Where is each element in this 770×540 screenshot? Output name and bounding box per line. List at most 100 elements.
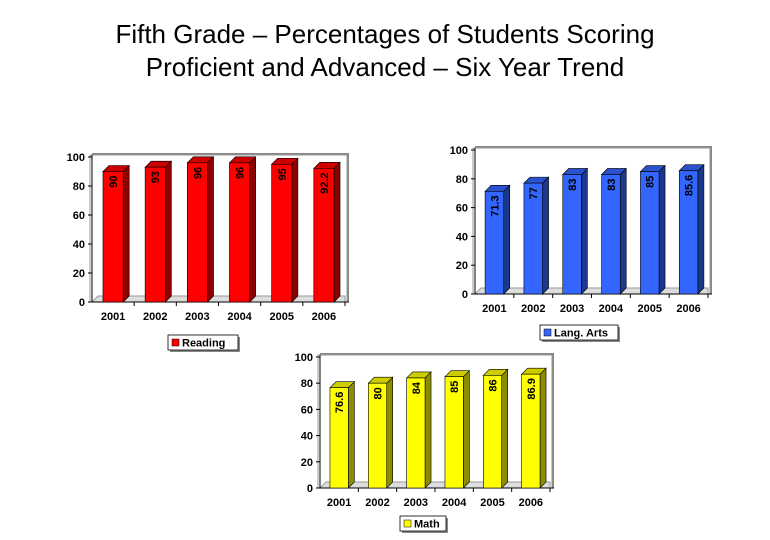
- x-tick-label: 2006: [676, 303, 700, 315]
- y-tick-label: 40: [301, 431, 313, 443]
- value-label: 96: [192, 167, 204, 179]
- x-tick-label: 2002: [521, 303, 545, 315]
- x-tick-label: 2001: [482, 303, 506, 315]
- bar: [144, 160, 173, 303]
- legend-box: [539, 324, 619, 341]
- value-label: 86.9: [526, 378, 538, 399]
- value-label: 85.6: [684, 175, 696, 196]
- y-tick-label: 20: [456, 260, 468, 272]
- bar: [600, 167, 627, 295]
- bar: [482, 368, 509, 489]
- y-tick-label: 100: [295, 352, 313, 364]
- bar-front: [482, 375, 502, 489]
- y-tick-label: 0: [307, 483, 313, 495]
- bar: [444, 369, 471, 489]
- y-tick-label: 20: [73, 268, 85, 280]
- bar: [367, 376, 394, 489]
- bar-front: [601, 174, 621, 295]
- bar-front: [484, 191, 505, 295]
- legend-label: Reading: [182, 338, 225, 350]
- plot-area: [317, 354, 553, 489]
- value-label: 92.2: [319, 172, 331, 193]
- bar-front: [678, 170, 699, 295]
- x-tick-label: 2001: [101, 311, 125, 323]
- bar: [102, 164, 130, 303]
- value-label: 77: [528, 187, 540, 199]
- y-tick-label: 60: [456, 203, 468, 215]
- legend-label: Lang. Arts: [554, 328, 608, 340]
- bar-side: [503, 184, 511, 295]
- x-tick-label: 2002: [365, 497, 389, 509]
- bar-front: [102, 171, 124, 303]
- bar-front: [640, 171, 660, 295]
- y-tick-label: 100: [450, 145, 468, 157]
- x-tick-label: 2006: [312, 311, 336, 323]
- bar: [186, 156, 215, 303]
- bar-side: [165, 160, 172, 303]
- bar-front: [367, 382, 387, 489]
- bar-side: [501, 368, 509, 489]
- bar: [562, 167, 589, 295]
- y-tick-label: 40: [73, 239, 85, 251]
- bar-side: [207, 156, 214, 303]
- bar-side: [333, 161, 341, 303]
- bar-side: [463, 369, 470, 489]
- bar-side: [619, 167, 627, 295]
- legend-box: [399, 515, 447, 532]
- legend-swatch: [543, 328, 552, 337]
- value-label: 95: [277, 168, 289, 180]
- x-tick-label: 2001: [327, 497, 351, 509]
- floor: [90, 295, 346, 303]
- value-label: 80: [373, 387, 385, 399]
- floor: [473, 287, 709, 295]
- bar: [405, 371, 432, 489]
- bar: [228, 156, 257, 303]
- plot-area: [89, 154, 348, 303]
- y-tick-label: 0: [79, 297, 85, 309]
- x-tick-label: 2006: [519, 497, 543, 509]
- x-tick-label: 2004: [599, 303, 624, 315]
- bar: [313, 161, 341, 303]
- x-tick-label: 2003: [560, 303, 584, 315]
- bar: [523, 176, 550, 295]
- bar-side: [424, 371, 432, 489]
- value-label: 86: [488, 379, 500, 391]
- bar-side: [122, 164, 130, 303]
- value-label: 71.3: [489, 195, 501, 216]
- bar-front: [444, 376, 464, 489]
- bar-side: [539, 367, 547, 489]
- bar-side: [291, 157, 299, 303]
- x-tick-label: 2003: [404, 497, 428, 509]
- bar-side: [386, 376, 394, 489]
- value-label: 93: [150, 171, 162, 183]
- bar-side: [581, 167, 588, 295]
- bar-front: [562, 174, 582, 295]
- y-tick-label: 80: [301, 378, 313, 390]
- bar-side: [697, 164, 705, 295]
- bar: [329, 380, 356, 489]
- y-tick-label: 80: [73, 181, 85, 193]
- legend-label: Math: [414, 519, 440, 531]
- value-label: 84: [411, 381, 423, 394]
- bar-front: [406, 377, 426, 489]
- bar: [678, 164, 705, 295]
- y-tick-label: 80: [456, 174, 468, 186]
- bar: [484, 184, 511, 295]
- bar-side: [249, 156, 257, 303]
- value-label: 96: [235, 167, 247, 179]
- x-tick-label: 2004: [227, 311, 252, 323]
- plot-area: [472, 147, 711, 295]
- bar-front: [523, 182, 543, 295]
- bar-side: [542, 176, 549, 295]
- value-label: 90: [108, 176, 120, 188]
- x-tick-label: 2002: [143, 311, 167, 323]
- bar-front: [313, 168, 335, 303]
- x-tick-label: 2005: [270, 311, 294, 323]
- value-label: 83: [567, 178, 579, 190]
- legend-swatch: [403, 519, 412, 528]
- value-label: 85: [645, 176, 657, 188]
- y-tick-label: 100: [67, 152, 85, 164]
- legend-box: [167, 334, 239, 351]
